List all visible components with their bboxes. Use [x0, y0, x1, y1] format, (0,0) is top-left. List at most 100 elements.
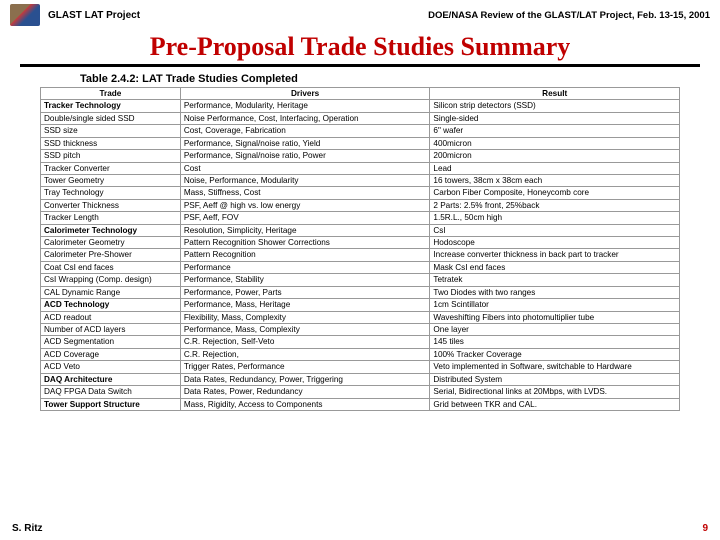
header-bar: GLAST LAT Project DOE/NASA Review of the…: [0, 0, 720, 28]
table-row: DAQ FPGA Data SwitchData Rates, Power, R…: [41, 386, 680, 398]
cell-trade: Calorimeter Geometry: [41, 237, 181, 249]
cell-trade: SSD size: [41, 125, 181, 137]
cell-result: Lead: [430, 162, 680, 174]
cell-trade: DAQ FPGA Data Switch: [41, 386, 181, 398]
cell-result: 2 Parts: 2.5% front, 25%back: [430, 199, 680, 211]
table-row: SSD pitchPerformance, Signal/noise ratio…: [41, 150, 680, 162]
cell-result: Carbon Fiber Composite, Honeycomb core: [430, 187, 680, 199]
cell-trade: Number of ACD layers: [41, 324, 181, 336]
cell-trade: Calorimeter Technology: [41, 224, 181, 236]
cell-trade: Tower Geometry: [41, 174, 181, 186]
cell-drivers: PSF, Aeff, FOV: [180, 212, 430, 224]
author-label: S. Ritz: [12, 523, 43, 534]
cell-result: Waveshifting Fibers into photomultiplier…: [430, 311, 680, 323]
table-row: Tray TechnologyMass, Stiffness, CostCarb…: [41, 187, 680, 199]
trade-studies-table: Trade Drivers Result Tracker TechnologyP…: [40, 87, 680, 411]
cell-result: Serial, Bidirectional links at 20Mbps, w…: [430, 386, 680, 398]
cell-drivers: Data Rates, Power, Redundancy: [180, 386, 430, 398]
cell-trade: ACD Technology: [41, 299, 181, 311]
project-label: GLAST LAT Project: [48, 10, 140, 21]
table-row: Tracker LengthPSF, Aeff, FOV1.5R.L., 50c…: [41, 212, 680, 224]
cell-drivers: Cost: [180, 162, 430, 174]
cell-drivers: Cost, Coverage, Fabrication: [180, 125, 430, 137]
table-row: Calorimeter TechnologyResolution, Simpli…: [41, 224, 680, 236]
table-caption: Table 2.4.2: LAT Trade Studies Completed: [80, 73, 720, 85]
page-title: Pre-Proposal Trade Studies Summary: [0, 32, 720, 62]
cell-trade: SSD pitch: [41, 150, 181, 162]
cell-trade: CAL Dynamic Range: [41, 286, 181, 298]
table-row: Converter ThicknessPSF, Aeff @ high vs. …: [41, 199, 680, 211]
table-row: SSD sizeCost, Coverage, Fabrication6" wa…: [41, 125, 680, 137]
cell-result: 6" wafer: [430, 125, 680, 137]
cell-drivers: PSF, Aeff @ high vs. low energy: [180, 199, 430, 211]
cell-trade: Tracker Technology: [41, 100, 181, 112]
cell-result: 100% Tracker Coverage: [430, 348, 680, 360]
cell-result: Distributed System: [430, 373, 680, 385]
cell-result: 1cm Scintillator: [430, 299, 680, 311]
table-header-row: Trade Drivers Result: [41, 88, 680, 100]
table-row: ACD readoutFlexibility, Mass, Complexity…: [41, 311, 680, 323]
table-row: SSD thicknessPerformance, Signal/noise r…: [41, 137, 680, 149]
table-row: ACD SegmentationC.R. Rejection, Self-Vet…: [41, 336, 680, 348]
cell-drivers: C.R. Rejection,: [180, 348, 430, 360]
cell-drivers: Flexibility, Mass, Complexity: [180, 311, 430, 323]
cell-drivers: Resolution, Simplicity, Heritage: [180, 224, 430, 236]
col-trade: Trade: [41, 88, 181, 100]
cell-result: 200micron: [430, 150, 680, 162]
cell-trade: Tower Support Structure: [41, 398, 181, 410]
cell-result: One layer: [430, 324, 680, 336]
cell-drivers: Data Rates, Redundancy, Power, Triggerin…: [180, 373, 430, 385]
cell-result: Silicon strip detectors (SSD): [430, 100, 680, 112]
cell-trade: CsI Wrapping (Comp. design): [41, 274, 181, 286]
cell-drivers: Performance: [180, 261, 430, 273]
cell-drivers: Performance, Signal/noise ratio, Yield: [180, 137, 430, 149]
cell-result: Tetratek: [430, 274, 680, 286]
title-underline: [20, 64, 700, 67]
page-number: 9: [702, 523, 708, 534]
table-row: ACD CoverageC.R. Rejection,100% Tracker …: [41, 348, 680, 360]
cell-drivers: Pattern Recognition: [180, 249, 430, 261]
cell-trade: Tracker Length: [41, 212, 181, 224]
table-row: Coat CsI end facesPerformanceMask CsI en…: [41, 261, 680, 273]
cell-drivers: Pattern Recognition Shower Corrections: [180, 237, 430, 249]
table-row: Calorimeter Pre-ShowerPattern Recognitio…: [41, 249, 680, 261]
col-drivers: Drivers: [180, 88, 430, 100]
cell-result: 16 towers, 38cm x 38cm each: [430, 174, 680, 186]
table-row: ACD TechnologyPerformance, Mass, Heritag…: [41, 299, 680, 311]
cell-trade: Coat CsI end faces: [41, 261, 181, 273]
cell-trade: ACD Veto: [41, 361, 181, 373]
cell-trade: Converter Thickness: [41, 199, 181, 211]
cell-result: 1.5R.L., 50cm high: [430, 212, 680, 224]
cell-result: Single-sided: [430, 112, 680, 124]
cell-trade: Tracker Converter: [41, 162, 181, 174]
cell-result: Mask CsI end faces: [430, 261, 680, 273]
cell-drivers: C.R. Rejection, Self-Veto: [180, 336, 430, 348]
cell-drivers: Performance, Modularity, Heritage: [180, 100, 430, 112]
table-row: Tower Support StructureMass, Rigidity, A…: [41, 398, 680, 410]
cell-result: CsI: [430, 224, 680, 236]
table-row: CAL Dynamic RangePerformance, Power, Par…: [41, 286, 680, 298]
cell-trade: ACD Coverage: [41, 348, 181, 360]
cell-trade: ACD Segmentation: [41, 336, 181, 348]
cell-drivers: Performance, Mass, Complexity: [180, 324, 430, 336]
cell-drivers: Performance, Signal/noise ratio, Power: [180, 150, 430, 162]
footer: S. Ritz 9: [12, 523, 708, 534]
glast-logo: [10, 4, 40, 26]
cell-trade: ACD readout: [41, 311, 181, 323]
cell-drivers: Performance, Stability: [180, 274, 430, 286]
cell-drivers: Performance, Power, Parts: [180, 286, 430, 298]
table-row: Tracker TechnologyPerformance, Modularit…: [41, 100, 680, 112]
cell-drivers: Performance, Mass, Heritage: [180, 299, 430, 311]
cell-trade: SSD thickness: [41, 137, 181, 149]
table-row: CsI Wrapping (Comp. design)Performance, …: [41, 274, 680, 286]
table-row: DAQ ArchitectureData Rates, Redundancy, …: [41, 373, 680, 385]
table-row: Tower GeometryNoise, Performance, Modula…: [41, 174, 680, 186]
review-label: DOE/NASA Review of the GLAST/LAT Project…: [428, 10, 710, 21]
table-row: Calorimeter GeometryPattern Recognition …: [41, 237, 680, 249]
table-row: Tracker ConverterCostLead: [41, 162, 680, 174]
cell-drivers: Noise, Performance, Modularity: [180, 174, 430, 186]
cell-result: 400micron: [430, 137, 680, 149]
table-row: Double/single sided SSDNoise Performance…: [41, 112, 680, 124]
cell-result: Hodoscope: [430, 237, 680, 249]
cell-result: 145 tiles: [430, 336, 680, 348]
